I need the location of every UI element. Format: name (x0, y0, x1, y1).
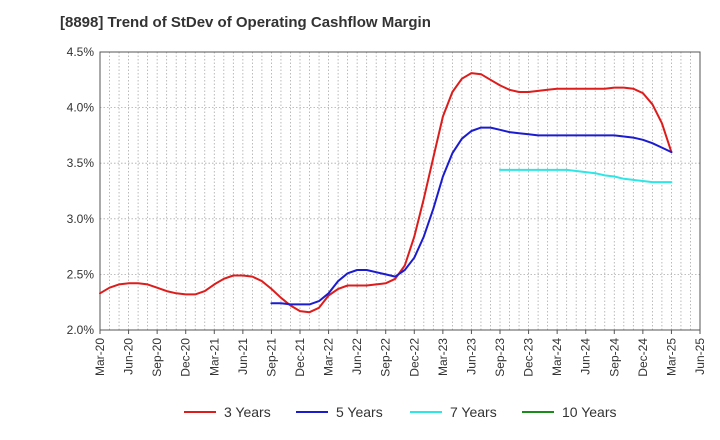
x-tick-label: Sep-22 (379, 338, 393, 377)
y-tick-label: 3.0% (67, 212, 95, 226)
series-line-7-years (499, 168, 673, 184)
axes (99, 51, 701, 334)
legend-item: 10 Years (522, 404, 617, 420)
series-line-5-years (270, 126, 673, 306)
chart-legend: 3 Years 5 Years 7 Years 10 Years (0, 404, 720, 426)
x-tick-label: Jun-20 (122, 338, 136, 375)
x-tick-label: Mar-21 (207, 338, 221, 376)
x-tick-label: Sep-21 (264, 338, 278, 377)
x-tick-label: Jun-23 (464, 338, 478, 375)
plot-background (100, 52, 700, 330)
x-tick-label: Sep-23 (493, 338, 507, 377)
x-tick-label: Mar-24 (550, 338, 564, 376)
x-tick-label: Mar-25 (664, 338, 678, 376)
legend-swatch (184, 411, 216, 413)
x-tick-label: Jun-21 (236, 338, 250, 375)
x-tick-label: Dec-24 (636, 338, 650, 377)
x-tick-label: Dec-21 (293, 338, 307, 377)
legend-label: 5 Years (336, 404, 383, 420)
legend-swatch (410, 411, 442, 413)
x-tick-label: Jun-22 (350, 338, 364, 375)
x-tick-label: Sep-20 (150, 338, 164, 377)
legend-label: 3 Years (224, 404, 271, 420)
gridlines (100, 51, 700, 331)
legend-swatch (296, 411, 328, 413)
legend-item: 3 Years (184, 404, 271, 420)
series-line-3-years (99, 72, 673, 314)
y-tick-label: 4.0% (67, 101, 95, 115)
legend-swatch (522, 411, 554, 413)
x-tick-label: Mar-20 (93, 338, 107, 376)
x-tick-label: Mar-22 (322, 338, 336, 376)
y-tick-label: 2.5% (67, 267, 95, 281)
series-lines (99, 72, 673, 314)
x-tick-label: Dec-20 (179, 338, 193, 377)
chart-title: [8898] Trend of StDev of Operating Cashf… (60, 14, 431, 31)
legend-label: 7 Years (450, 404, 497, 420)
x-tick-label: Jun-24 (579, 338, 593, 375)
x-tick-labels: Mar-20 Jun-20 Sep-20 Dec-20 Mar-21 Jun-21 Sep-… (93, 338, 707, 377)
y-tick-label: 2.0% (67, 323, 95, 337)
plot-border (99, 51, 701, 331)
x-tick-label: Mar-23 (436, 338, 450, 376)
x-tick-label: Sep-24 (607, 338, 621, 377)
y-tick-label: 3.5% (67, 156, 95, 170)
legend-label: 10 Years (562, 404, 617, 420)
x-tick-label: Jun-25 (693, 338, 707, 375)
y-tick-label: 4.5% (67, 45, 95, 59)
x-tick-label: Dec-22 (407, 338, 421, 377)
legend-item: 7 Years (410, 404, 497, 420)
legend-item: 5 Years (296, 404, 383, 420)
x-tick-label: Dec-23 (522, 338, 536, 377)
y-tick-labels: 2.0% 2.5% 3.0% 3.5% 4.0% 4.5% (67, 45, 95, 337)
